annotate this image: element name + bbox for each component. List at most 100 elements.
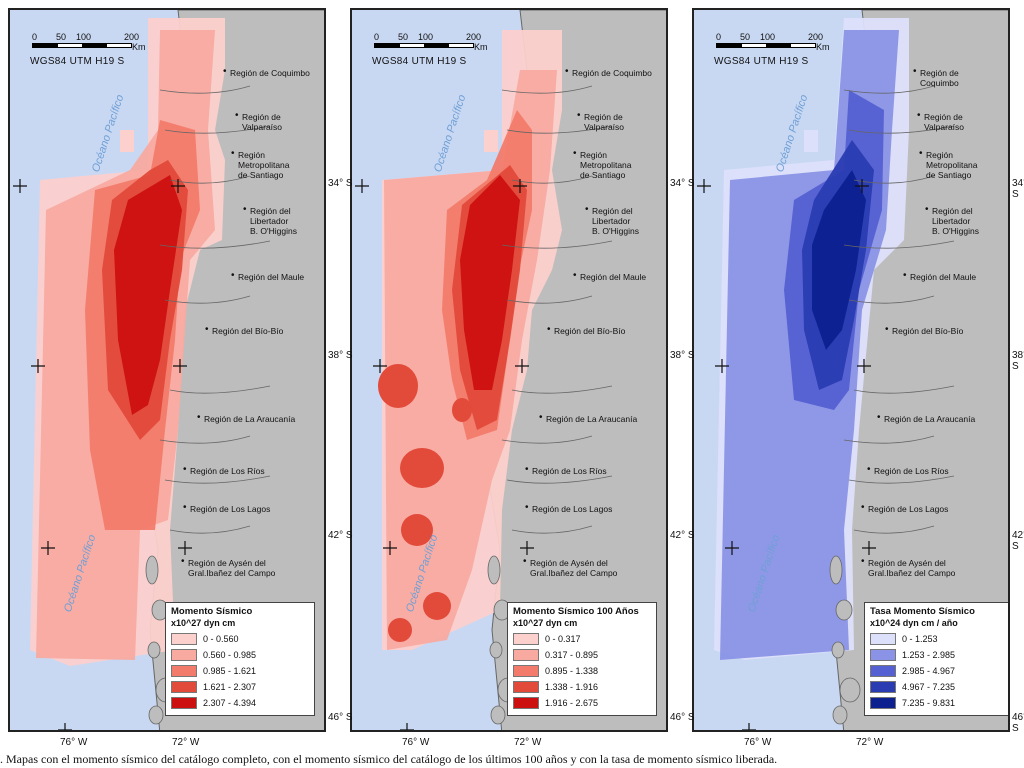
legend-swatch xyxy=(513,665,539,677)
region-boundary xyxy=(511,525,593,534)
figure-caption: . Mapas con el momento sísmico del catál… xyxy=(0,752,778,766)
graticule-cross xyxy=(715,359,729,373)
region-boundary xyxy=(164,475,271,484)
legend-swatch xyxy=(513,633,539,645)
region-label: Región de Aysén del Gral.Ibañez del Camp… xyxy=(181,557,275,578)
region-label: Región Metropolitana de Santiago xyxy=(919,149,977,180)
region-boundary xyxy=(159,435,251,444)
legend-label: 1.338 - 1.916 xyxy=(545,682,599,692)
legend-entry: 0 - 0.560 xyxy=(171,631,309,647)
graticule-cross xyxy=(171,179,185,193)
legend-swatch xyxy=(171,649,197,661)
legend-entry: 0.985 - 1.621 xyxy=(171,663,309,679)
island xyxy=(829,555,843,585)
latitude-label: 34° S xyxy=(328,178,353,189)
longitude-label: 72° W xyxy=(514,737,542,748)
region-label: Región del Maule xyxy=(231,271,304,282)
graticule-cross xyxy=(178,541,192,555)
scale-tick-label: 200 xyxy=(124,32,140,42)
legend-title: Momento Sísmico 100 Años xyxy=(513,606,639,617)
scale-bar: 0 50 100 200 Km xyxy=(32,32,152,52)
legend-swatch xyxy=(513,681,539,693)
legend-swatch xyxy=(870,649,896,661)
legend-swatch xyxy=(870,697,896,709)
legend-label: 1.253 - 2.985 xyxy=(902,650,956,660)
graticule-cross xyxy=(373,359,387,373)
latitude-label: 46° S xyxy=(328,712,353,723)
latitude-label: 46° S xyxy=(1012,712,1024,734)
region-boundary xyxy=(506,475,613,484)
legend-entry: 4.967 - 7.235 xyxy=(870,679,1008,695)
region-label: Región del Libertador B. O'Higgins xyxy=(243,205,297,236)
legend-entry: 1.338 - 1.916 xyxy=(513,679,651,695)
region-boundary xyxy=(159,240,271,249)
legend-entry: 7.235 - 9.831 xyxy=(870,695,1008,711)
scale-unit: Km xyxy=(132,42,146,52)
legend-swatch xyxy=(513,649,539,661)
legend-swatch xyxy=(171,633,197,645)
latitude-label: 38° S xyxy=(328,350,353,361)
island xyxy=(147,641,161,659)
region-label: Región del Maule xyxy=(573,271,646,282)
legend-label: 2.307 - 4.394 xyxy=(203,698,257,708)
scale-tick-label: 200 xyxy=(466,32,482,42)
region-boundary xyxy=(169,385,271,394)
map-legend: Momento Sísmico 100 Años x10^27 dyn cm 0 -… xyxy=(507,602,657,716)
island xyxy=(489,641,503,659)
scale-tick-label: 200 xyxy=(808,32,824,42)
graticule-cross xyxy=(58,723,72,730)
legend-label: 2.985 - 4.967 xyxy=(902,666,956,676)
legend-label: 0.985 - 1.621 xyxy=(203,666,257,676)
moment-zone-class-4 xyxy=(400,448,444,488)
scale-bar: 0 50 100 200 Km xyxy=(374,32,494,52)
legend-entry: 1.253 - 2.985 xyxy=(870,647,1008,663)
graticule-cross xyxy=(515,359,529,373)
legend-label: 0.560 - 0.985 xyxy=(203,650,257,660)
map-panel-full: 0 50 100 200 Km WGS84 UTM H19 S Océano Pacífic… xyxy=(8,8,326,732)
legend-title: Tasa Momento Sísmico xyxy=(870,606,975,617)
region-boundary xyxy=(848,475,955,484)
crs-label: WGS84 UTM H19 S xyxy=(372,56,467,67)
graticule-cross xyxy=(697,179,711,193)
moment-zone-class-5 xyxy=(460,175,520,390)
scale-tick-label: 0 xyxy=(716,32,722,42)
region-label: Región de Valparaíso xyxy=(917,111,964,132)
graticule-cross xyxy=(725,541,739,555)
region-boundary xyxy=(501,85,593,94)
legend-unit: x10^27 dyn cm xyxy=(171,618,236,628)
longitude-label: 76° W xyxy=(60,737,88,748)
legend-swatch xyxy=(870,633,896,645)
graticule-cross xyxy=(173,359,187,373)
legend-entry: 0 - 1.253 xyxy=(870,631,1008,647)
map-legend: Momento Sísmico x10^27 dyn cm 0 - 0.560 0.5… xyxy=(165,602,315,716)
region-boundary xyxy=(159,85,251,94)
longitude-label: 72° W xyxy=(172,737,200,748)
moment-zone-class-1 xyxy=(484,130,498,152)
legend-entry: 0.895 - 1.338 xyxy=(513,663,651,679)
graticule-cross xyxy=(742,723,756,730)
legend-swatch xyxy=(171,681,197,693)
moment-zone-class-5 xyxy=(812,170,866,350)
region-label: Región del Bío-Bío xyxy=(885,325,963,336)
legend-unit: x10^24 dyn cm / año xyxy=(870,618,958,628)
region-label: Región de Valparaíso xyxy=(577,111,624,132)
graticule-cross xyxy=(513,179,527,193)
graticule-cross xyxy=(355,179,369,193)
region-label: Región de Coquimbo xyxy=(223,67,310,78)
region-label: Región de Aysén del Gral.Ibañez del Camp… xyxy=(861,557,955,578)
region-label: Región de Coquimbo xyxy=(565,67,652,78)
legend-entry: 0.560 - 0.985 xyxy=(171,647,309,663)
legend-label: 0 - 0.560 xyxy=(203,634,239,644)
region-boundary xyxy=(511,385,613,394)
scale-tick-label: 100 xyxy=(418,32,434,42)
latitude-label: 42° S xyxy=(670,530,695,541)
scale-tick-label: 100 xyxy=(76,32,92,42)
latitude-label: 42° S xyxy=(328,530,353,541)
legend-swatch xyxy=(513,697,539,709)
region-label: Región de Valparaíso xyxy=(235,111,282,132)
region-label: Región de La Araucanía xyxy=(877,413,975,424)
graticule-cross xyxy=(41,541,55,555)
region-label: Región de Coquimbo xyxy=(913,67,959,88)
island xyxy=(148,705,164,725)
legend-label: 0.895 - 1.338 xyxy=(545,666,599,676)
